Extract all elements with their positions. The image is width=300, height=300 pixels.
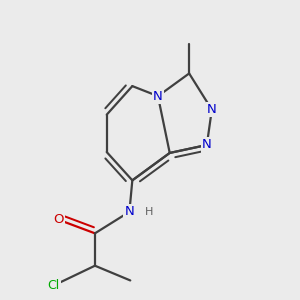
Text: H: H bbox=[145, 207, 154, 217]
Text: N: N bbox=[124, 205, 134, 218]
Text: O: O bbox=[53, 213, 64, 226]
Text: N: N bbox=[153, 90, 163, 103]
Text: N: N bbox=[207, 103, 217, 116]
Text: N: N bbox=[202, 139, 212, 152]
Text: Cl: Cl bbox=[48, 279, 60, 292]
